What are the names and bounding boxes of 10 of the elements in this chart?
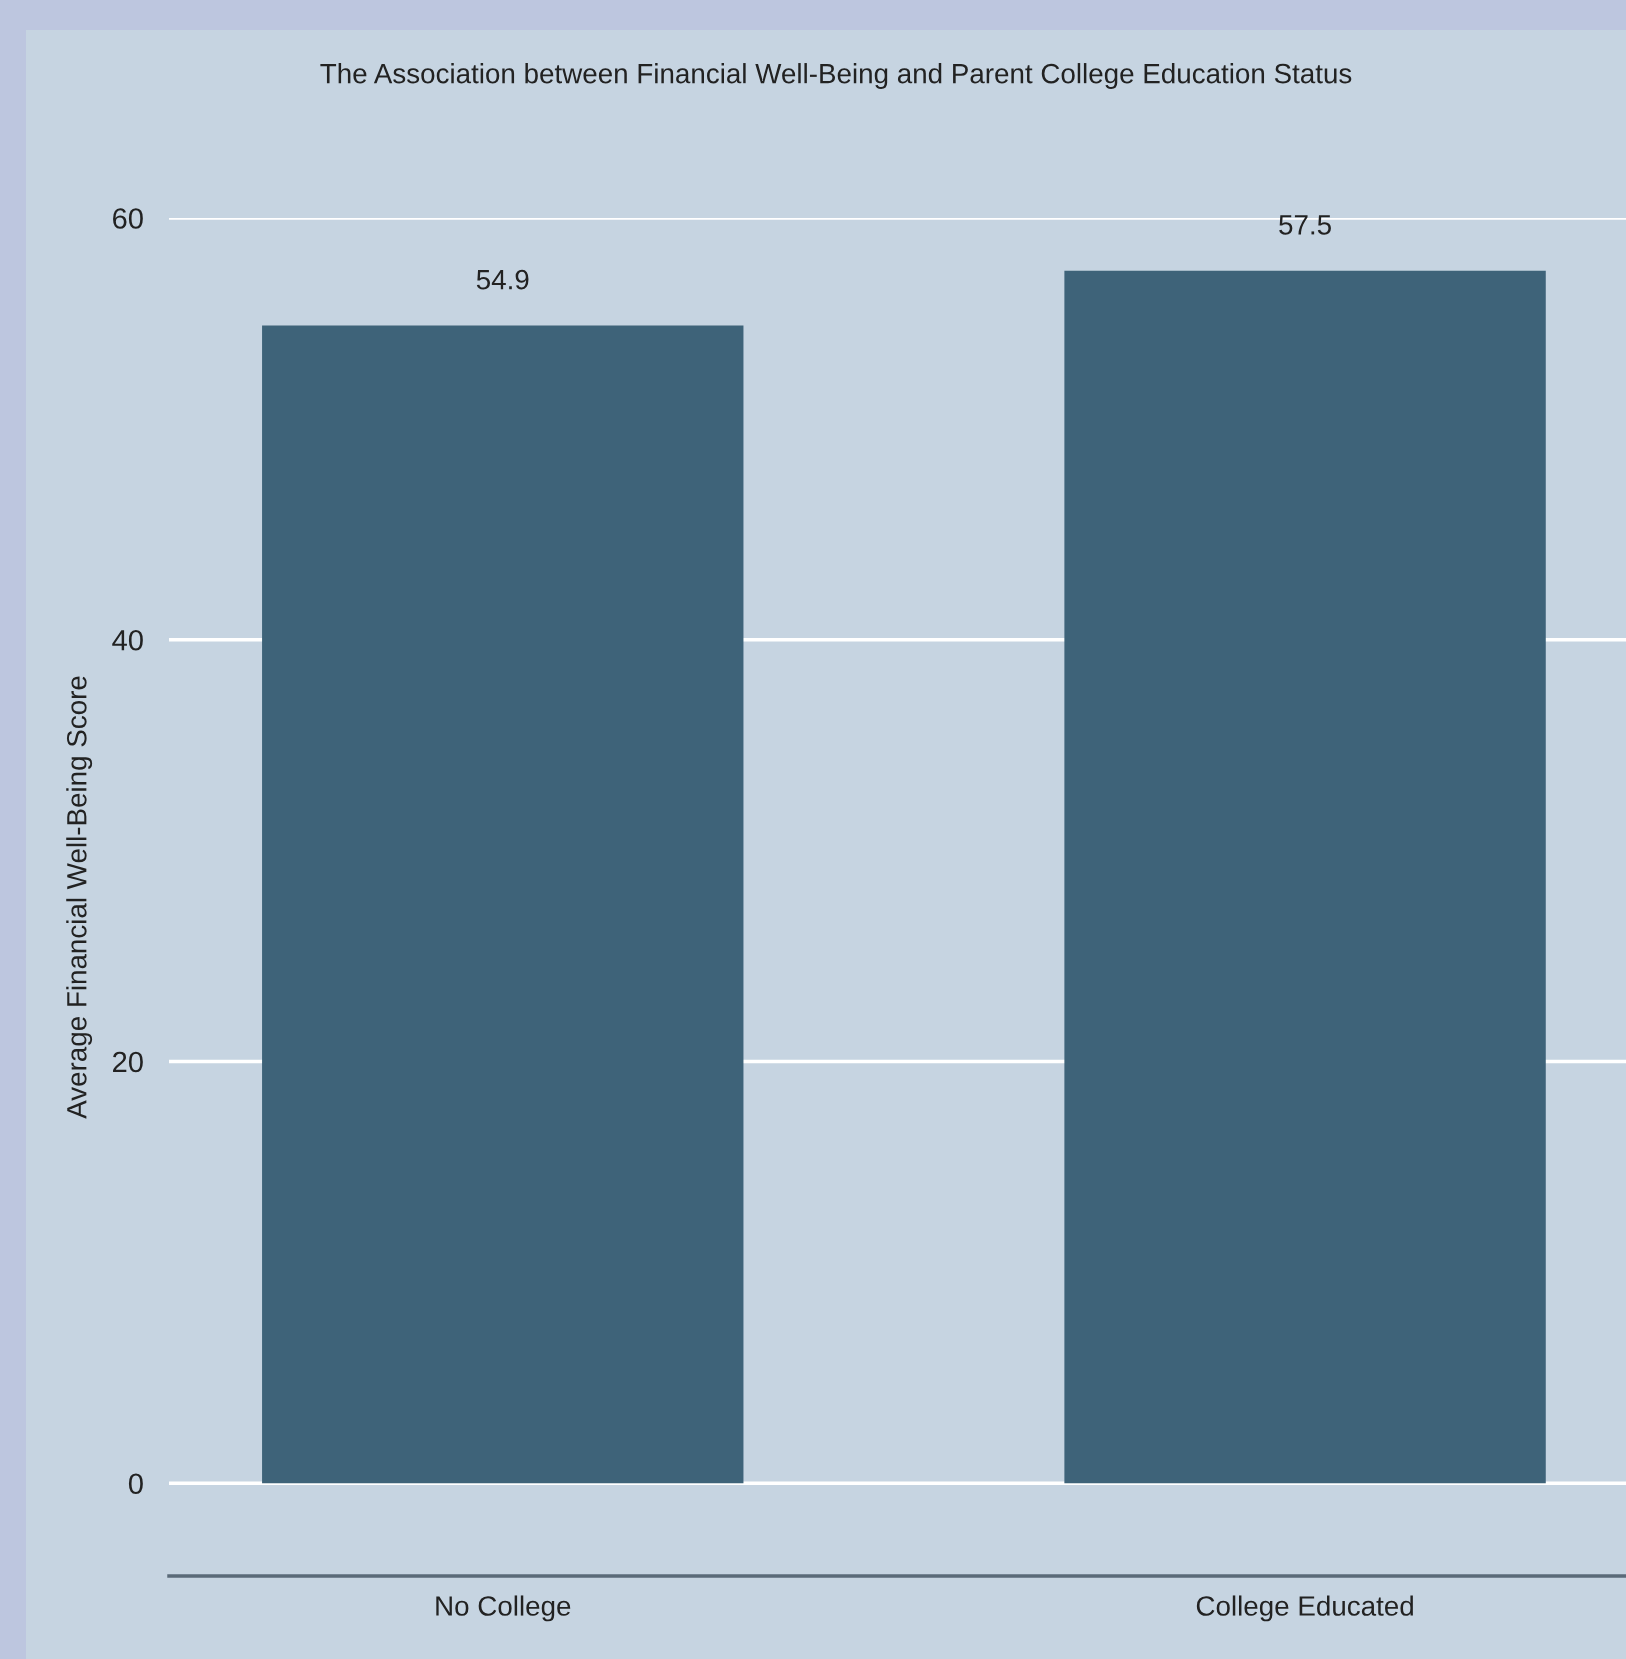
chart-title: The Association between Financial Well-Being and Parent College Education Status bbox=[320, 63, 1352, 89]
y-tick-label: 60 bbox=[113, 208, 143, 229]
y-axis-title: Average Financial Well-Being Score bbox=[66, 676, 93, 1119]
x-tick-label: No College bbox=[436, 1595, 571, 1622]
x-tick-label: College Educated bbox=[1196, 1595, 1413, 1622]
y-tick-label: 20 bbox=[113, 1051, 143, 1073]
data-label: 57.5 bbox=[1279, 215, 1331, 235]
y-tick-label: 40 bbox=[112, 629, 143, 651]
data-label: 54.9 bbox=[476, 269, 529, 290]
y-tick-label: 0 bbox=[128, 1473, 143, 1495]
